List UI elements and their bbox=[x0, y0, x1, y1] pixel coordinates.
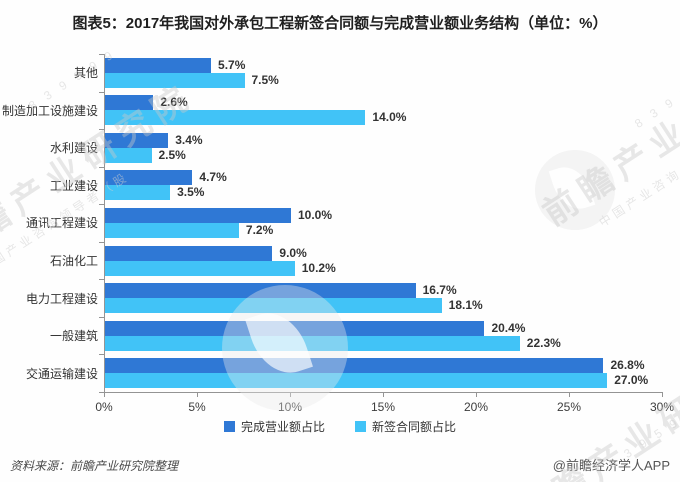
value-label: 10.2% bbox=[301, 260, 336, 275]
x-axis-tick bbox=[197, 393, 198, 397]
x-tick-label: 15% bbox=[370, 400, 396, 414]
y-axis-tick bbox=[99, 279, 104, 281]
category-label: 制造加工设施建设 bbox=[1, 103, 98, 118]
source-note: 资料来源：前瞻产业研究院整理 bbox=[10, 459, 179, 473]
bar-new-contracts bbox=[105, 335, 520, 351]
bar-new-contracts bbox=[105, 298, 442, 314]
category-label: 工业建设 bbox=[49, 178, 98, 193]
y-axis-tick bbox=[99, 204, 104, 206]
bar-new-contracts bbox=[105, 110, 366, 126]
value-label: 3.4% bbox=[175, 132, 203, 147]
category-label: 一般建筑 bbox=[49, 329, 98, 344]
bar-completed-turnover bbox=[105, 358, 604, 374]
y-axis-tick bbox=[99, 54, 104, 55]
x-tick-label: 5% bbox=[188, 400, 206, 414]
bar-completed-turnover bbox=[105, 283, 416, 299]
watermark-logo-circle bbox=[535, 150, 615, 230]
x-tick-label: 10% bbox=[277, 400, 303, 414]
value-label: 16.7% bbox=[422, 283, 457, 298]
bar-new-contracts bbox=[105, 185, 171, 201]
bar-completed-turnover bbox=[105, 245, 273, 261]
value-label: 7.5% bbox=[251, 72, 279, 87]
y-axis-tick bbox=[99, 166, 104, 168]
credit-note: @前瞻经济学人APP bbox=[552, 458, 670, 473]
legend-item: 完成营业额占比 bbox=[223, 418, 325, 435]
category-label: 石油化工 bbox=[49, 254, 98, 269]
x-axis-tick bbox=[104, 393, 105, 397]
x-tick-label: 25% bbox=[556, 400, 582, 414]
legend-item: 新签合同额占比 bbox=[355, 418, 456, 435]
x-axis-tick bbox=[290, 393, 291, 397]
legend-swatch bbox=[223, 421, 235, 432]
legend-swatch bbox=[355, 421, 366, 432]
legend-label: 新签合同额占比 bbox=[372, 420, 457, 434]
watermark-digits-text: 8 3 9 5 9 9 bbox=[632, 64, 680, 131]
bar-completed-turnover bbox=[105, 57, 212, 73]
bar-new-contracts bbox=[105, 223, 239, 238]
x-axis-line bbox=[104, 392, 663, 393]
legend-label: 完成营业额占比 bbox=[240, 420, 325, 434]
value-label: 20.4% bbox=[491, 320, 526, 335]
value-label: 14.0% bbox=[372, 110, 407, 125]
value-label: 4.7% bbox=[199, 170, 227, 185]
value-label: 26.8% bbox=[610, 358, 645, 373]
value-label: 2.6% bbox=[160, 95, 188, 110]
bar-new-contracts bbox=[105, 260, 295, 276]
value-label: 2.5% bbox=[158, 147, 186, 162]
category-label: 电力工程建设 bbox=[25, 291, 98, 306]
bar-completed-turnover bbox=[105, 95, 154, 111]
value-label: 7.2% bbox=[245, 223, 274, 237]
y-axis-tick bbox=[99, 91, 104, 93]
bar-completed-turnover bbox=[105, 208, 291, 223]
watermark-tagline-text: 中国产业咨询领导者（股 bbox=[596, 122, 680, 230]
category-label: 通讯工程建设 bbox=[25, 216, 98, 231]
x-axis-tick bbox=[476, 393, 477, 397]
x-axis-tick bbox=[383, 393, 384, 397]
chart-title: 图表5：2017年我国对外承包工程新签合同额与完成营业额业务结构（单位：%） bbox=[72, 15, 608, 32]
y-axis-tick bbox=[99, 354, 104, 356]
value-label: 27.0% bbox=[614, 373, 649, 388]
bar-completed-turnover bbox=[105, 320, 485, 336]
y-axis-line bbox=[104, 54, 105, 392]
watermark-logo-sail-icon bbox=[548, 160, 596, 216]
x-tick-label: 20% bbox=[463, 400, 489, 414]
y-axis-tick bbox=[99, 316, 104, 318]
bar-completed-turnover bbox=[105, 170, 193, 186]
bar-new-contracts bbox=[105, 72, 245, 88]
x-axis-tick bbox=[569, 393, 570, 397]
bar-new-contracts bbox=[105, 147, 152, 163]
category-label: 水利建设 bbox=[49, 141, 98, 156]
category-label: 其他 bbox=[73, 66, 98, 81]
value-label: 9.0% bbox=[279, 245, 307, 260]
value-label: 22.3% bbox=[526, 335, 561, 350]
value-label: 5.7% bbox=[218, 57, 246, 72]
x-tick-label: 0% bbox=[95, 400, 113, 414]
value-label: 10.0% bbox=[298, 208, 333, 222]
bar-new-contracts bbox=[105, 373, 608, 389]
x-axis-tick bbox=[662, 393, 663, 397]
legend: 完成营业额占比 新签合同额占比 bbox=[0, 418, 680, 435]
value-label: 3.5% bbox=[177, 185, 205, 200]
y-axis-tick bbox=[99, 129, 104, 131]
watermark-brand-text: 前瞻产业研究院 bbox=[536, 41, 680, 234]
y-axis-tick bbox=[99, 241, 104, 243]
footer: 资料来源：前瞻产业研究院整理 @前瞻经济学人APP bbox=[0, 455, 680, 474]
bar-completed-turnover bbox=[105, 132, 169, 148]
y-axis-tick bbox=[99, 392, 104, 393]
x-tick-label: 30% bbox=[649, 400, 675, 414]
category-label: 交通运输建设 bbox=[25, 366, 98, 381]
value-label: 18.1% bbox=[448, 298, 483, 313]
